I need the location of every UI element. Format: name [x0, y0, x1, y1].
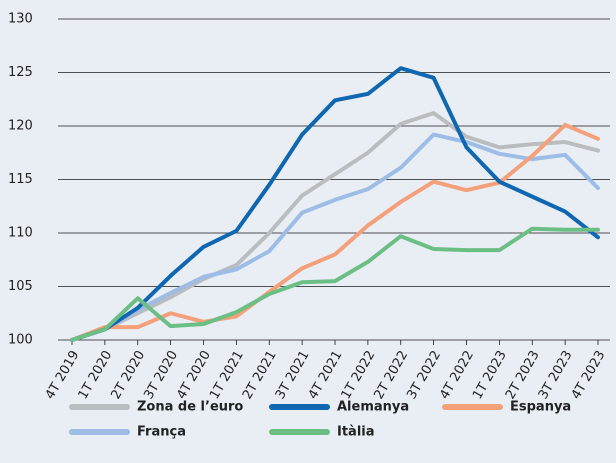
legend-label: Alemanya [337, 400, 409, 415]
y-tick-label: 120 [8, 119, 33, 134]
y-tick-label: 105 [8, 279, 33, 294]
series-line [70, 66, 600, 342]
legend-label: França [137, 425, 186, 440]
y-tick-label: 100 [8, 333, 33, 348]
series-line [70, 226, 600, 342]
y-tick-label: 125 [8, 65, 33, 80]
legend-label: Zona de l’euro [137, 400, 243, 415]
series-line [70, 111, 600, 342]
series-line [70, 132, 600, 342]
y-tick-label: 115 [8, 172, 33, 187]
y-tick-label: 110 [8, 226, 33, 241]
legend-label: Itàlia [337, 425, 375, 440]
y-tick-label: 130 [8, 12, 33, 27]
legend-label: Espanya [510, 400, 571, 415]
